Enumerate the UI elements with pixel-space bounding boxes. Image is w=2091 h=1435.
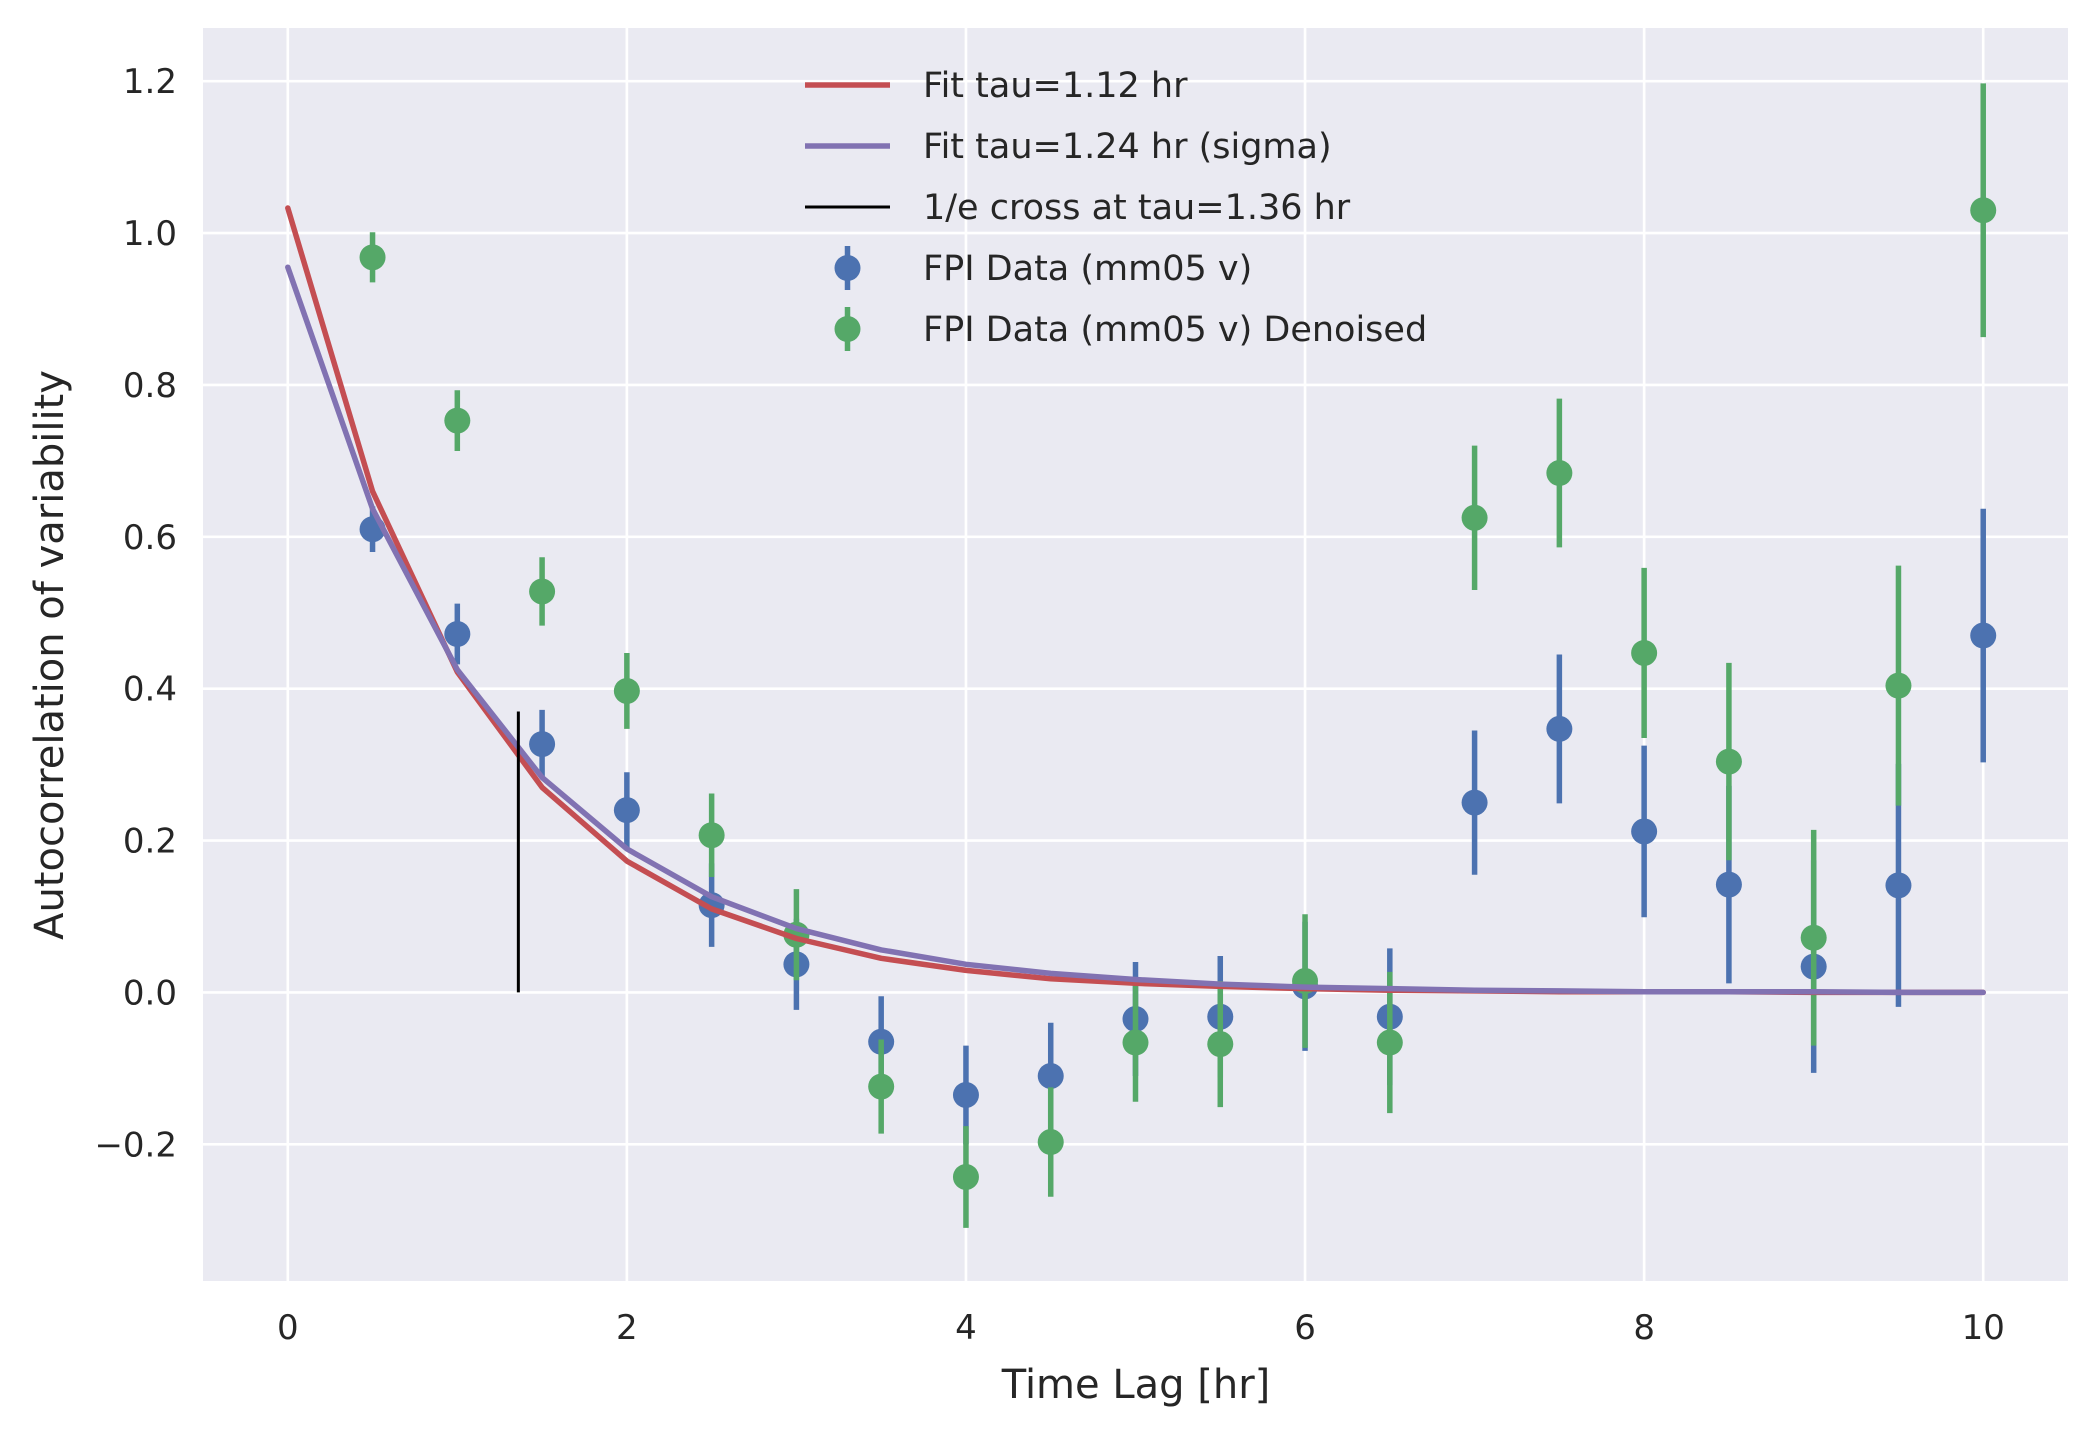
- tick-labels: 0 2 4 6 8 10 −0.2 0.0 0.2 0.4 0.6 0.8 1.0 1.2: [94, 62, 2004, 1348]
- x-tick-label: 10: [1962, 1308, 2005, 1348]
- data-point: [1207, 1031, 1234, 1058]
- data-point: [1800, 924, 1827, 951]
- grid-lines: [203, 28, 2068, 1281]
- legend-entry: Fit tau=1.24 hr (sigma): [805, 127, 1332, 167]
- x-tick-label: 4: [955, 1308, 977, 1348]
- data-point: [1715, 748, 1742, 775]
- legend-swatch-marker: [834, 255, 861, 281]
- data-point: [359, 244, 386, 271]
- legend-label: FPI Data (mm05 v): [923, 249, 1252, 289]
- data-point: [1631, 639, 1658, 666]
- x-axis-title: Time Lag [hr]: [1001, 1362, 1271, 1408]
- x-tick-label: 6: [1294, 1308, 1316, 1348]
- y-tick-label: 1.2: [123, 62, 177, 102]
- legend-label: 1/e cross at tau=1.36 hr: [923, 188, 1351, 228]
- data-point: [1715, 871, 1742, 898]
- data-point: [529, 731, 556, 758]
- legend-entry: FPI Data (mm05 v) Denoised: [834, 307, 1427, 351]
- x-tick-label: 2: [616, 1308, 638, 1348]
- y-tick-label: 0.0: [123, 973, 177, 1013]
- y-tick-label: 0.8: [123, 366, 177, 406]
- data-point: [1037, 1062, 1064, 1089]
- legend-label: Fit tau=1.12 hr: [923, 66, 1188, 106]
- data-point: [1631, 818, 1658, 845]
- y-tick-label: 0.6: [123, 518, 177, 558]
- data-point: [1461, 789, 1488, 816]
- y-tick-label: 0.2: [123, 822, 177, 862]
- data-point: [952, 1163, 979, 1190]
- y-tick-label: 1.0: [123, 214, 177, 254]
- legend-swatch-marker: [834, 316, 861, 342]
- legend-entry: FPI Data (mm05 v): [834, 246, 1252, 290]
- legend-entry: Fit tau=1.12 hr: [805, 66, 1188, 106]
- y-axis-title: Autocorrelation of variability: [27, 370, 73, 940]
- data-point: [1546, 460, 1573, 487]
- data-point: [529, 578, 556, 605]
- x-tick-label: 8: [1633, 1308, 1655, 1348]
- data-point: [444, 407, 471, 434]
- fit-line-1: [285, 264, 1986, 996]
- data-point: [868, 1073, 895, 1100]
- data-point: [1970, 197, 1997, 224]
- data-point: [698, 822, 725, 849]
- data-layer: [285, 83, 1997, 1228]
- data-point: [613, 677, 640, 704]
- legend-label: Fit tau=1.24 hr (sigma): [923, 127, 1332, 167]
- data-point: [1122, 1029, 1149, 1056]
- data-point: [1970, 622, 1997, 649]
- data-point: [444, 620, 471, 647]
- legend: Fit tau=1.12 hr Fit tau=1.24 hr (sigma) 1/…: [805, 66, 1427, 351]
- data-point: [1885, 872, 1912, 899]
- legend-entry: 1/e cross at tau=1.36 hr: [805, 188, 1351, 228]
- y-tick-label: 0.4: [123, 670, 177, 710]
- data-point: [613, 797, 640, 824]
- data-point: [1461, 504, 1488, 531]
- y-tick-label: −0.2: [94, 1125, 177, 1165]
- data-point: [1037, 1129, 1064, 1156]
- data-point: [1376, 1029, 1403, 1056]
- data-point: [952, 1081, 979, 1108]
- x-tick-label: 0: [277, 1308, 299, 1348]
- data-point: [1546, 715, 1573, 742]
- legend-label: FPI Data (mm05 v) Denoised: [923, 310, 1427, 350]
- data-point: [1885, 672, 1912, 699]
- series-1-points: [359, 83, 1997, 1228]
